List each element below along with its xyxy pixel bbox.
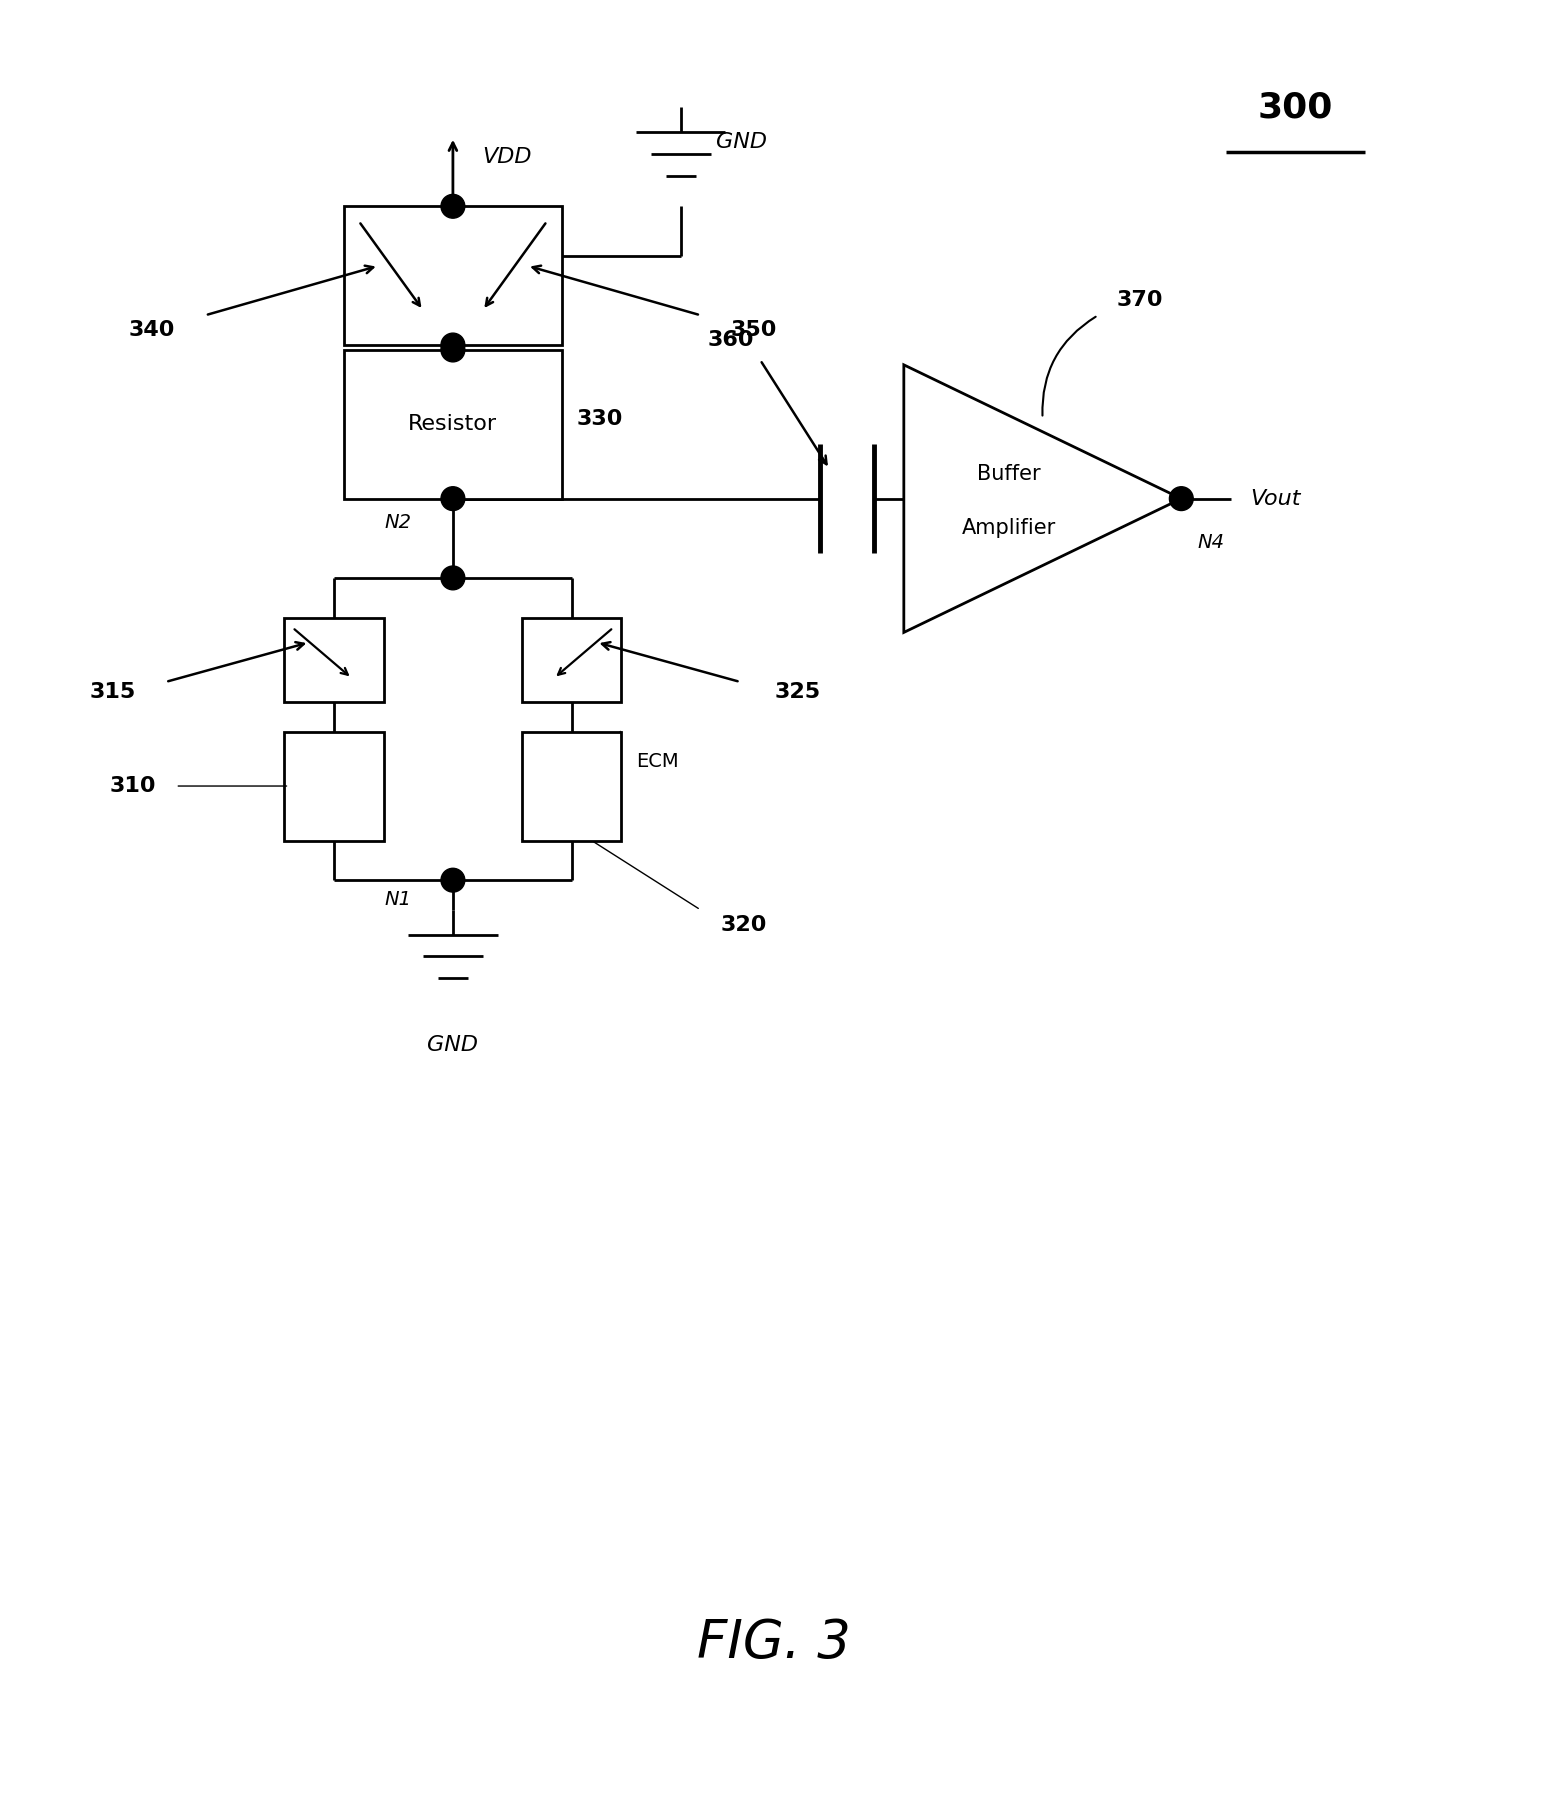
Text: Vout: Vout xyxy=(1251,488,1302,509)
Bar xyxy=(285,731,384,841)
Text: 340: 340 xyxy=(128,320,175,340)
Bar xyxy=(344,349,562,499)
Circle shape xyxy=(441,338,464,362)
Text: 310: 310 xyxy=(108,776,156,796)
Circle shape xyxy=(441,486,464,511)
Text: 325: 325 xyxy=(776,682,820,702)
Text: 320: 320 xyxy=(720,914,766,934)
Bar xyxy=(522,617,621,702)
Bar xyxy=(522,731,621,841)
Circle shape xyxy=(1169,486,1194,511)
Circle shape xyxy=(441,565,464,590)
Bar xyxy=(285,617,384,702)
Text: GND: GND xyxy=(715,131,766,151)
Text: N1: N1 xyxy=(385,889,412,909)
Bar xyxy=(344,207,562,346)
Text: GND: GND xyxy=(427,1035,478,1055)
Text: VDD: VDD xyxy=(483,148,533,167)
Text: Buffer: Buffer xyxy=(977,464,1042,484)
Text: 315: 315 xyxy=(90,682,136,702)
Text: 370: 370 xyxy=(1116,290,1163,310)
Text: Resistor: Resistor xyxy=(409,414,497,434)
Text: N3: N3 xyxy=(385,360,412,378)
Text: FIG. 3: FIG. 3 xyxy=(697,1616,851,1669)
Text: N2: N2 xyxy=(385,513,412,533)
Text: N4: N4 xyxy=(1198,533,1224,553)
Text: Amplifier: Amplifier xyxy=(963,518,1056,538)
Circle shape xyxy=(441,868,464,893)
Circle shape xyxy=(441,333,464,356)
Text: ECM: ECM xyxy=(636,752,680,770)
Text: 350: 350 xyxy=(731,320,777,340)
Circle shape xyxy=(441,194,464,218)
Text: 360: 360 xyxy=(707,329,754,349)
Text: 300: 300 xyxy=(1257,90,1333,124)
Text: 330: 330 xyxy=(577,409,624,430)
